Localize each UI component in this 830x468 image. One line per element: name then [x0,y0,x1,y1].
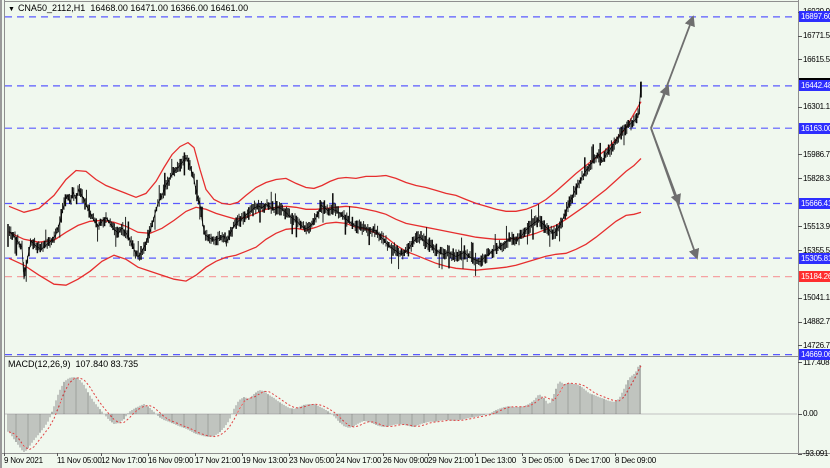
time-axis-border [2,453,830,454]
time-axis-label: 24 Nov 17:00 [336,456,382,465]
projection-arrow [650,127,700,260]
candlesticks [7,81,642,282]
price-axis-tick [798,154,802,155]
time-axis-label: 16 Nov 09:00 [148,456,194,465]
time-axis-tick [101,453,102,456]
time-axis-label: 26 Nov 09:00 [383,456,429,465]
price-axis-label: 15986.70 [803,150,830,159]
ohlc-low: 16366.00 [170,3,209,13]
time-axis-label: 17 Nov 21:00 [195,456,241,465]
price-axis-label: 15355.50 [803,246,830,255]
price-axis-tick [798,322,802,323]
time-axis-label: 11 Nov 05:00 [57,456,102,465]
time-axis-label: 3 Dec 05:00 [522,456,563,465]
bollinger-lower-band [8,211,642,286]
blue-level-badge: 15666.41 [799,198,830,209]
time-axis-label: 23 Nov 05:00 [289,456,335,465]
price-axis-tick [798,107,802,108]
macd-value: 107.840 [75,359,109,369]
macd-indicator-pane[interactable] [4,357,797,453]
chart-header: ▼ CNA50_2112,H1 16468.00 16471.00 16366.0… [8,3,248,13]
price-axis-tick [798,226,802,227]
red-level-badge: 15184.26 [799,271,830,282]
macd-axis-label: -93.091 [803,449,829,458]
symbol-dropdown-icon[interactable]: ▼ [8,6,15,13]
price-axis-label: 16771.50 [803,31,830,40]
time-axis-tick [522,453,523,456]
time-axis-tick [4,453,5,456]
price-axis-label: 16615.50 [803,55,830,64]
macd-axis-tick [798,454,802,455]
time-axis-tick [242,453,243,456]
time-axis-tick [383,453,384,456]
time-axis-tick [428,453,429,456]
time-axis-label: 19 Nov 13:00 [242,456,288,465]
time-axis-tick [195,453,196,456]
price-axis-label: 14882.70 [803,317,830,326]
time-axis-tick [615,453,616,456]
macd-signal-value: 83.735 [110,359,139,369]
price-axis-label: 15041.10 [803,293,830,302]
macd-signal-line [8,365,642,451]
price-axis-label: 15828.30 [803,174,830,183]
macd-axis-label: 0.00 [803,409,818,418]
price-axis-label: 15513.90 [803,222,830,231]
time-axis-label: 29 Nov 21:00 [428,456,474,465]
time-axis-tick [57,453,58,456]
symbol-period-label: CNA50_2112,H1 [17,3,86,13]
ohlc-high: 16471.00 [130,3,168,13]
time-axis-label: 8 Dec 09:00 [615,456,656,465]
price-axis-tick [798,178,802,179]
time-axis-label: 1 Dec 13:00 [475,456,516,465]
blue-level-badge: 16442.48 [799,80,830,91]
blue-level-badge: 15305.81 [799,253,830,264]
macd-label: MACD(12,26,9) [8,359,71,369]
time-axis-tick [289,453,290,456]
time-axis-label: 12 Nov 17:00 [101,456,147,465]
blue-level-badge: 16163.00 [799,123,830,134]
macd-axis-tick [798,362,802,363]
price-axis-label: 16301.10 [803,102,830,111]
time-axis-tick [336,453,337,456]
time-axis-label: 9 Nov 2021 [4,456,43,465]
projection-arrow [650,15,695,129]
macd-axis-label: 117.408 [803,358,830,367]
blue-level-badge: 14669.06 [799,349,830,360]
pane-left-border [4,0,5,453]
time-axis-tick [475,453,476,456]
price-chart-pane[interactable] [4,2,797,356]
pane-top-border [4,1,798,2]
bollinger-upper-band [8,101,642,213]
macd-histogram [7,365,641,452]
pane-separator[interactable] [4,356,798,357]
time-axis-tick [569,453,570,456]
price-axis-tick [798,250,802,251]
blue-level-badge: 16897.60 [799,11,830,22]
price-axis-label: 14726.70 [803,341,830,350]
price-axis-tick [798,36,802,37]
price-axis-tick [798,59,802,60]
ohlc-close: 16461.00 [210,3,249,13]
time-axis-label: 6 Dec 17:00 [569,456,610,465]
price-axis-tick [798,345,802,346]
time-axis-tick [148,453,149,456]
ohlc-open: 16468.00 [90,3,128,13]
macd-indicator-header: MACD(12,26,9) 107.840 83.735 [8,359,138,369]
macd-axis-tick [798,414,802,415]
price-axis-tick [798,298,802,299]
